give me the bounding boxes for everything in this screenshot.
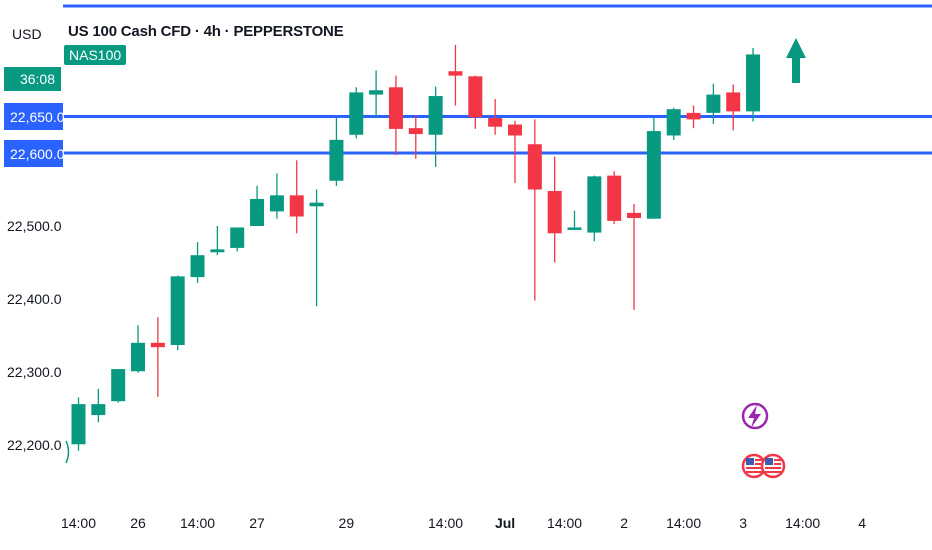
candle-13 <box>329 117 344 186</box>
y-tick-label-3: 22,500.0 <box>7 218 62 234</box>
y-tick-label-0: 22,200.0 <box>7 437 62 453</box>
candle-3 <box>131 325 146 373</box>
candle-25 <box>567 210 582 230</box>
x-tick-label-8: 2 <box>620 515 628 531</box>
candle-30 <box>666 107 681 140</box>
x-tick-label-3: 27 <box>249 515 265 531</box>
x-tick-label-9: 14:00 <box>666 515 701 531</box>
candle-0 <box>71 397 86 451</box>
currency-label: USD <box>12 26 42 42</box>
candle-20 <box>468 75 483 129</box>
candle-12 <box>309 189 324 307</box>
candle-2 <box>111 369 126 403</box>
candle-19 <box>448 44 463 106</box>
candle-28 <box>627 204 642 310</box>
candle-8 <box>230 227 245 252</box>
y-axis-ticks: 22,200.0 22,300.0 22,400.0 22,500.0 <box>7 218 62 453</box>
candle-6 <box>190 242 205 283</box>
candle-5 <box>170 275 185 351</box>
x-tick-label-5: 14:00 <box>428 515 463 531</box>
x-axis-ticks: 14:00 26 14:00 27 29 14:00 Jul 14:00 2 14:00 3 14:0… <box>61 515 866 531</box>
candle-24 <box>547 156 562 263</box>
bar-countdown: 36:08 <box>4 67 61 91</box>
candle-11 <box>289 160 304 234</box>
x-tick-label-6: Jul <box>495 515 515 531</box>
up-arrow-icon <box>786 38 806 83</box>
candle-7 <box>210 226 225 256</box>
candle-21 <box>488 98 503 135</box>
candle-23 <box>527 119 542 301</box>
candle-10 <box>269 173 284 219</box>
candle-16 <box>388 75 403 156</box>
candle-32 <box>706 83 721 124</box>
x-tick-label-10: 3 <box>739 515 747 531</box>
candle-18 <box>428 86 443 167</box>
us-flag-event-icon[interactable] <box>741 453 767 479</box>
candle-4 <box>150 317 165 397</box>
candles <box>71 44 761 451</box>
horizontal-levels <box>63 115 932 155</box>
candle-14 <box>349 87 364 139</box>
candle-17 <box>408 115 423 159</box>
candle-9 <box>250 185 265 226</box>
x-tick-label-0: 14:00 <box>61 515 96 531</box>
candle-34 <box>746 47 761 122</box>
candle-1 <box>91 388 106 423</box>
partial-circle-mark <box>65 440 70 464</box>
x-tick-label-7: 14:00 <box>547 515 582 531</box>
chart-title: US 100 Cash CFD · 4h · PEPPERSTONE <box>68 23 344 40</box>
candle-31 <box>686 105 701 129</box>
candle-22 <box>507 120 522 183</box>
candle-29 <box>646 117 661 219</box>
y-tick-label-1: 22,300.0 <box>7 364 62 380</box>
candle-26 <box>587 175 602 242</box>
x-tick-label-11: 14:00 <box>785 515 820 531</box>
x-tick-label-4: 29 <box>339 515 355 531</box>
x-tick-label-12: 4 <box>858 515 866 531</box>
y-tick-label-2: 22,400.0 <box>7 291 62 307</box>
lightning-event-icon[interactable] <box>741 402 769 430</box>
candle-15 <box>369 70 384 118</box>
x-tick-label-2: 14:00 <box>180 515 215 531</box>
candle-27 <box>607 171 622 224</box>
level-price-tag-22650[interactable]: 22,650.0 <box>4 103 65 130</box>
level-price-tag-22600[interactable]: 22,600.0 <box>4 139 65 167</box>
us-flag-event-icon-2[interactable] <box>760 453 786 479</box>
x-tick-label-1: 26 <box>130 515 146 531</box>
symbol-badge[interactable]: NAS100 <box>64 45 127 65</box>
candle-33 <box>726 84 741 131</box>
